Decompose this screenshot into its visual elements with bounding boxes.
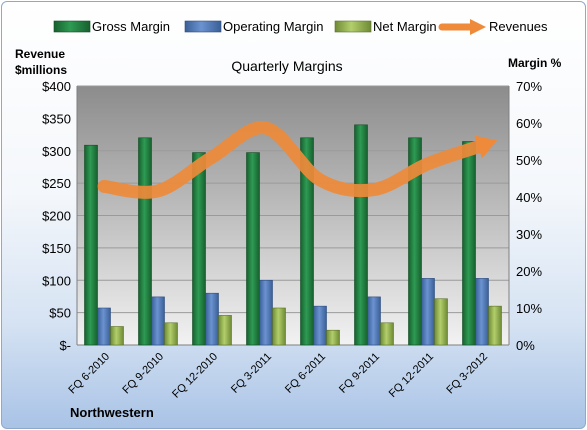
legend-swatch-gross-margin [53, 20, 91, 33]
y-right-tick-label: 10% [516, 301, 542, 316]
bar-net-margin [110, 326, 124, 346]
x-tick-label: FQ 3-2011 [229, 351, 274, 396]
bar-net-margin [272, 307, 286, 346]
bar-operating-margin [367, 296, 381, 346]
legend-arrowhead-revenues [470, 19, 486, 35]
bar-net-margin [326, 329, 340, 346]
y-right-tick-label: 30% [516, 227, 542, 242]
revenue-line [97, 121, 489, 199]
y-right-tick-label: 60% [516, 116, 542, 131]
bar-gross-margin [300, 137, 314, 346]
bar-net-margin [488, 305, 502, 346]
x-tick-label: FQ 6-2010 [66, 351, 112, 397]
y-left-tick-label: $350 [42, 111, 71, 126]
bar-operating-margin [475, 278, 489, 346]
y-left-tick-label: $200 [42, 209, 71, 224]
bar-operating-margin [313, 305, 327, 346]
x-tick-label: FQ 3-2012 [444, 351, 490, 397]
legend-item-gross-margin: Gross Margin [53, 19, 170, 34]
y-left-tick-label: $- [59, 338, 71, 353]
legend: Gross Margin Operating Margin Net Margin… [53, 19, 548, 35]
bar-net-margin [434, 298, 448, 346]
y-left-tick-label: $300 [42, 144, 71, 159]
bar-gross-margin [192, 152, 206, 346]
y-right-tick-label: 50% [516, 153, 542, 168]
y-left-tick-label: $100 [42, 273, 71, 288]
y-left-tick-label: $250 [42, 176, 71, 191]
y-left-tick-label: $150 [42, 241, 71, 256]
chart-title: Quarterly Margins [231, 58, 342, 74]
x-tick-labels: FQ 6-2010 FQ 9-2010 FQ 12-2010 FQ 3-2011 FQ … [66, 351, 490, 401]
legend-label-net-margin: Net Margin [373, 19, 437, 34]
x-tick-label: FQ 9-2011 [337, 351, 382, 396]
bar-operating-margin [421, 278, 435, 346]
bar-gross-margin [408, 137, 422, 346]
bar-net-margin [164, 322, 178, 346]
revenue-line-layer [97, 121, 498, 199]
legend-item-operating-margin: Operating Margin [184, 19, 323, 34]
bar-gross-margin [246, 152, 260, 346]
bar-operating-margin [259, 279, 273, 346]
bar-gross-margin [462, 141, 476, 346]
legend-swatch-net-margin [334, 20, 372, 33]
y-right-title: Margin % [508, 56, 562, 70]
x-tick-label: FQ 12-2011 [387, 351, 436, 400]
y-left-title-line1: Revenue [15, 47, 65, 61]
company-label: Northwestern [70, 405, 154, 420]
bar-operating-margin [97, 307, 111, 346]
bar-net-margin [218, 315, 232, 346]
y-right-tick-label: 40% [516, 190, 542, 205]
legend-label-operating-margin: Operating Margin [223, 19, 323, 34]
bar-gross-margin [84, 144, 98, 346]
legend-item-net-margin: Net Margin [334, 19, 437, 34]
bar-gross-margin [354, 124, 368, 346]
bar-operating-margin [151, 296, 165, 346]
y-left-tick-label: $50 [49, 306, 71, 321]
y-left-tick-label: $400 [42, 79, 71, 94]
bar-operating-margin [205, 292, 219, 346]
legend-swatch-operating-margin [184, 20, 222, 33]
revenue-arrowhead [474, 135, 498, 159]
y-right-tick-label: 70% [516, 79, 542, 94]
x-tick-label: FQ 9-2010 [120, 351, 166, 397]
legend-item-revenues: Revenues [438, 19, 548, 35]
legend-label-revenues: Revenues [489, 19, 548, 34]
y-right-ticks: 0% 10% 20% 30% 40% 50% 60% 70% [516, 79, 542, 353]
bar-net-margin [380, 322, 394, 346]
y-right-tick-label: 0% [516, 338, 535, 353]
legend-label-gross-margin: Gross Margin [92, 19, 170, 34]
y-right-tick-label: 20% [516, 264, 542, 279]
bar-gross-margin [138, 137, 152, 346]
x-tick-label: FQ 6-2011 [283, 351, 328, 396]
x-tick-label: FQ 12-2010 [170, 351, 220, 401]
y-left-title-line2: $millions [15, 63, 67, 77]
y-left-ticks: $- $50 $100 $150 $200 $250 $300 $350 $400 [42, 79, 71, 353]
